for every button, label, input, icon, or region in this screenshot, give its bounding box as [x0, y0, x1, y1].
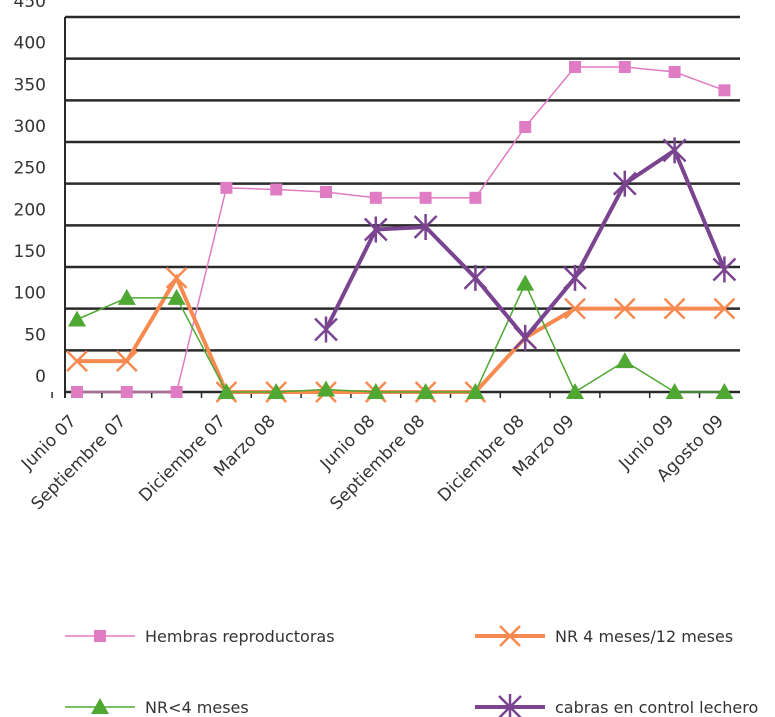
- legend-entry: Hembras reproductoras: [65, 627, 335, 646]
- marker: [615, 352, 634, 369]
- legend-entry: NR<4 meses: [65, 698, 249, 717]
- marker: [170, 386, 183, 398]
- y-tick-label: 200: [14, 200, 46, 220]
- legend-entry: NR 4 meses/12 meses: [475, 625, 733, 647]
- series-line: [77, 66, 725, 393]
- marker: [366, 383, 385, 399]
- marker: [469, 191, 482, 204]
- marker: [314, 316, 338, 343]
- marker: [94, 630, 106, 642]
- marker: [66, 350, 88, 373]
- y-tick-label: 400: [14, 34, 46, 54]
- marker: [363, 216, 388, 243]
- marker: [416, 383, 435, 399]
- marker: [712, 256, 737, 283]
- marker: [91, 698, 109, 714]
- marker: [413, 214, 438, 240]
- y-tick-label: 350: [14, 75, 46, 95]
- marker: [513, 324, 538, 351]
- marker: [613, 297, 636, 320]
- y-tick-label: 450: [14, 0, 46, 12]
- marker: [270, 183, 283, 196]
- marker: [668, 66, 681, 78]
- marker: [566, 383, 584, 399]
- marker: [217, 383, 236, 399]
- marker: [519, 121, 532, 133]
- marker: [267, 383, 286, 399]
- marker: [220, 181, 233, 194]
- marker: [369, 191, 382, 204]
- marker: [718, 84, 731, 97]
- marker: [320, 186, 332, 198]
- legend-entry: cabras en control lechero: [475, 694, 758, 717]
- marker: [564, 297, 586, 320]
- marker: [466, 383, 485, 399]
- marker: [167, 288, 186, 305]
- marker: [662, 137, 687, 164]
- legend-label: cabras en control lechero: [555, 698, 758, 717]
- marker: [665, 383, 684, 399]
- marker: [419, 191, 432, 204]
- marker: [71, 386, 83, 398]
- marker: [115, 350, 138, 373]
- marker: [117, 288, 136, 305]
- y-tick-label: 250: [14, 159, 46, 179]
- marker: [612, 170, 637, 197]
- y-tick-label: 0: [35, 367, 46, 387]
- y-tick-label: 50: [24, 325, 46, 345]
- marker: [317, 380, 335, 397]
- x-tick-label: Diciembre 07: [135, 411, 230, 506]
- legend-label: Hembras reproductoras: [145, 627, 335, 646]
- y-tick-label: 150: [14, 242, 46, 262]
- marker: [68, 310, 86, 327]
- y-tick-label: 300: [14, 117, 46, 137]
- series-line: [76, 281, 725, 394]
- marker: [563, 264, 587, 291]
- marker: [569, 61, 581, 73]
- legend-label: NR 4 meses/12 meses: [555, 627, 733, 646]
- legend-label: NR<4 meses: [145, 698, 249, 717]
- marker: [120, 386, 133, 398]
- marker: [663, 297, 686, 320]
- marker: [618, 61, 631, 73]
- marker: [715, 383, 734, 399]
- marker: [516, 274, 535, 291]
- marker: [165, 266, 188, 289]
- marker: [499, 625, 521, 647]
- y-tick-label: 100: [14, 284, 46, 304]
- marker: [713, 297, 736, 320]
- marker: [463, 264, 488, 291]
- x-tick-label: Diciembre 08: [434, 411, 529, 506]
- marker: [498, 694, 522, 717]
